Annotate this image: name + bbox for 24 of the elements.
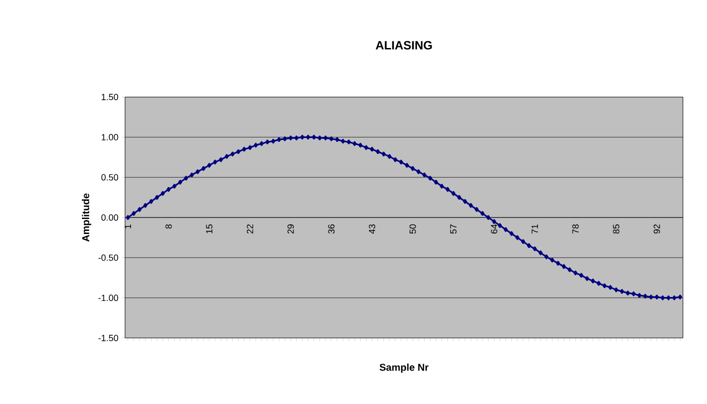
x-tick-label: 15 — [206, 224, 212, 234]
x-tick-label: 71 — [532, 224, 538, 234]
x-tick-label: 29 — [287, 224, 294, 234]
x-tick-label: 85 — [612, 224, 620, 234]
y-tick-label: -0.50 — [98, 254, 118, 261]
x-tick-label: 36 — [328, 224, 335, 234]
y-tick-label: -1.00 — [98, 294, 118, 302]
x-tick-label: 78 — [572, 224, 579, 234]
x-tick-label: 64 — [490, 224, 498, 234]
x-tick-label: 57 — [450, 224, 457, 234]
y-tick-label: 0.00 — [101, 214, 118, 221]
chart-title: ALIASING — [376, 41, 432, 50]
y-tick-label: 1.50 — [102, 94, 118, 100]
x-tick-label: 22 — [246, 224, 254, 234]
y-axis-title: Amplitude — [82, 193, 92, 242]
x-tick-label: 1 — [124, 224, 131, 228]
x-tick-label: 8 — [165, 224, 172, 229]
y-tick-label: -1.50 — [98, 334, 118, 342]
x-axis-title: Sample Nr — [380, 364, 428, 373]
x-tick-label: 92 — [654, 224, 660, 234]
y-tick-label: 1.00 — [102, 134, 118, 140]
x-tick-label: 50 — [410, 224, 416, 234]
x-tick-label: 43 — [368, 224, 376, 234]
y-tick-label: 0.50 — [101, 174, 118, 181]
